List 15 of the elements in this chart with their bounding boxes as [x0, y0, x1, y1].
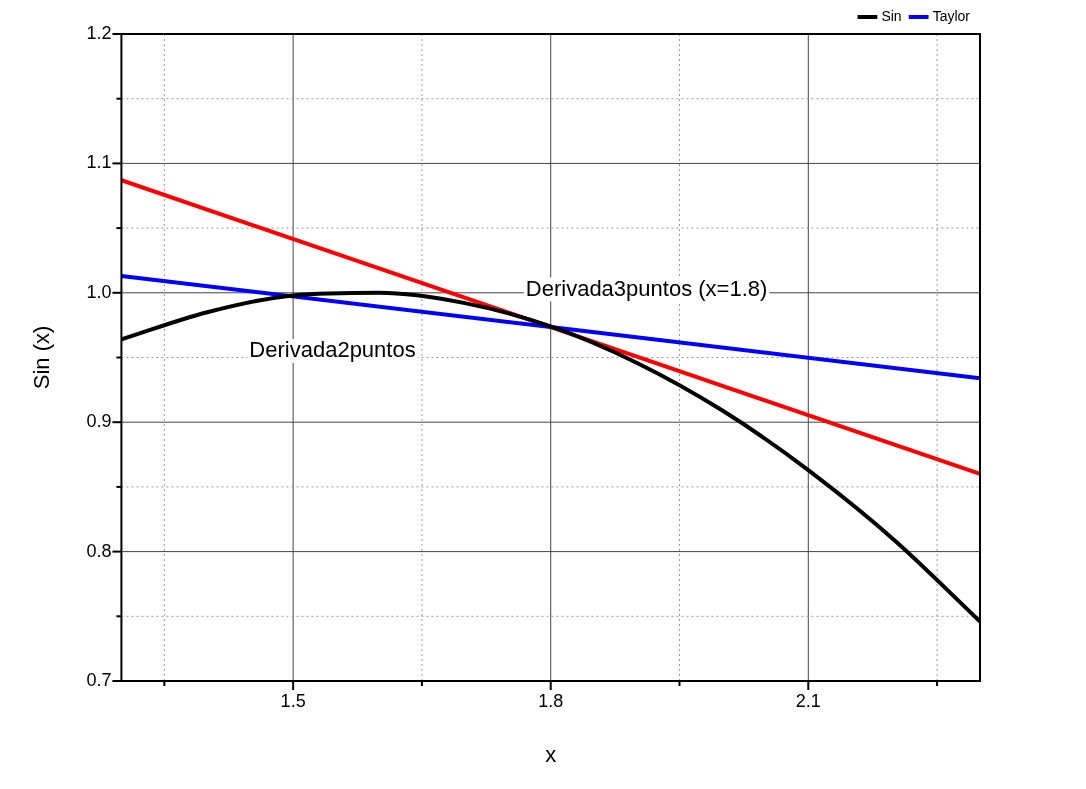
y-tick-label: 0.9: [86, 411, 112, 432]
annotation: Derivada3puntos (x=1.8): [525, 275, 768, 301]
y-tick-label: 0.8: [86, 540, 112, 561]
y-tick-label: 0.7: [86, 669, 112, 690]
x-axis-title: x: [545, 741, 557, 767]
legend-label: Taylor: [932, 7, 971, 24]
y-axis-title: Sin (x): [29, 325, 55, 390]
x-tick-label: 2.1: [795, 690, 821, 711]
y-tick-label: 1.2: [86, 22, 112, 43]
y-tick-label: 1.1: [86, 152, 112, 173]
annotation: Derivada2puntos: [249, 337, 416, 363]
legend-label: Sin: [881, 7, 902, 24]
x-tick-label: 1.8: [538, 690, 564, 711]
x-tick-label: 1.5: [280, 690, 306, 711]
y-tick-label: 1.0: [86, 281, 112, 302]
